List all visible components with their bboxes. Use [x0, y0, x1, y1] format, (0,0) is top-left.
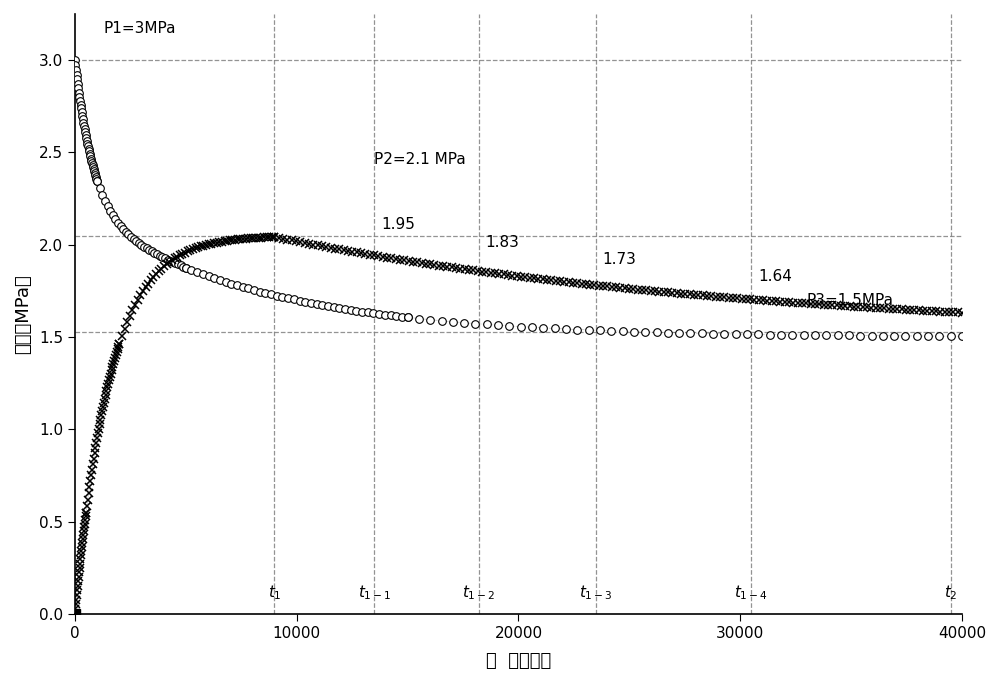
Text: 1.83: 1.83 — [485, 235, 519, 250]
Text: 1.95: 1.95 — [381, 217, 415, 232]
Text: $t_1$: $t_1$ — [268, 583, 281, 602]
X-axis label: 时  间（秒）: 时 间（秒） — [486, 652, 551, 670]
Text: 1.73: 1.73 — [603, 252, 637, 267]
Y-axis label: 气压（MPa）: 气压（MPa） — [14, 274, 32, 354]
Text: $t_2$: $t_2$ — [944, 583, 958, 602]
Text: $t_{1-2}$: $t_{1-2}$ — [462, 583, 495, 602]
Text: $t_{1-4}$: $t_{1-4}$ — [734, 583, 768, 602]
Text: $t_{1-1}$: $t_{1-1}$ — [358, 583, 391, 602]
Text: P3=1.5MPa: P3=1.5MPa — [807, 293, 894, 308]
Text: P1=3MPa: P1=3MPa — [104, 21, 176, 36]
Text: 1.64: 1.64 — [758, 269, 792, 284]
Text: $t_{1-3}$: $t_{1-3}$ — [579, 583, 613, 602]
Text: P2=2.1 MPa: P2=2.1 MPa — [374, 153, 466, 167]
